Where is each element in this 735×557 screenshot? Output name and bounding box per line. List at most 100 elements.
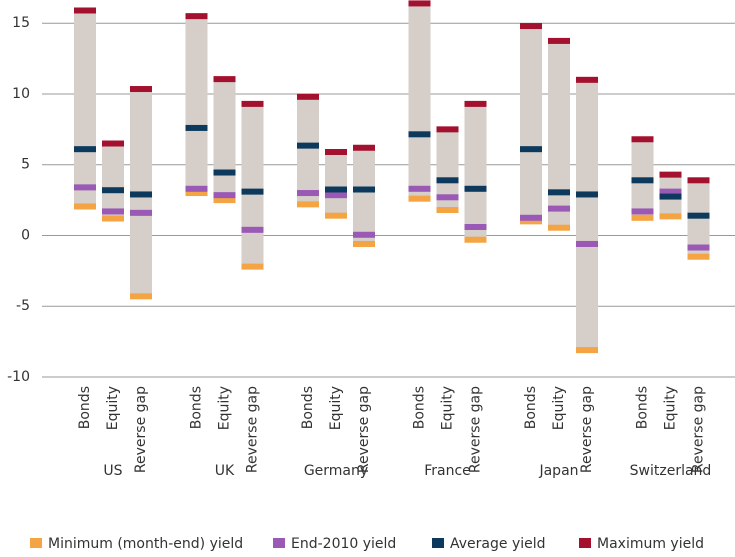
marker	[464, 185, 487, 192]
marker	[213, 76, 236, 83]
marker	[102, 187, 124, 194]
marker	[464, 236, 487, 243]
marker	[130, 191, 152, 198]
y-tick-label: 0	[21, 227, 30, 243]
range-bar	[102, 143, 124, 219]
legend-label: End-2010 yield	[291, 536, 396, 552]
x-tick-label: Reverse gap	[468, 386, 484, 473]
marker	[631, 136, 654, 143]
marker	[464, 100, 487, 107]
legend-swatch	[273, 538, 285, 548]
marker	[297, 190, 319, 197]
legend-label: Average yield	[450, 536, 546, 552]
legend-swatch	[432, 538, 444, 548]
marker	[659, 193, 682, 200]
marker	[325, 212, 347, 219]
marker	[659, 213, 682, 220]
range-bar	[464, 103, 487, 240]
group-label: Switzerland	[630, 463, 712, 479]
marker	[353, 186, 375, 193]
marker	[102, 215, 124, 222]
x-tick-label: Bonds	[77, 386, 93, 429]
marker	[576, 347, 598, 354]
group-label: UK	[215, 463, 235, 479]
marker	[464, 224, 487, 230]
marker	[325, 192, 347, 199]
range-bar	[297, 96, 319, 205]
marker	[130, 209, 152, 216]
marker	[408, 195, 431, 202]
marker	[241, 226, 264, 233]
range-bar	[520, 26, 542, 222]
marker	[325, 149, 347, 155]
marker	[353, 144, 375, 151]
marker	[130, 86, 152, 93]
marker	[74, 146, 96, 153]
range-bar	[576, 79, 598, 351]
marker	[436, 194, 459, 201]
marker	[548, 224, 570, 231]
marker	[408, 185, 431, 192]
range-bar	[325, 152, 347, 216]
legend-swatch	[579, 538, 591, 548]
x-tick-label: Bonds	[300, 386, 316, 429]
marker	[74, 184, 96, 191]
marker	[185, 13, 208, 20]
y-tick-label: 15	[12, 15, 30, 31]
marker	[102, 140, 124, 147]
legend-swatch	[30, 538, 42, 548]
x-tick-label: Reverse gap	[356, 386, 372, 473]
y-tick-label: 10	[12, 86, 30, 102]
marker	[185, 190, 208, 197]
legend-label: Maximum yield	[597, 536, 704, 552]
marker	[241, 263, 264, 270]
range-bar	[74, 10, 96, 207]
marker	[687, 177, 710, 184]
marker	[353, 240, 375, 247]
range-bar	[185, 16, 208, 194]
range-bar	[241, 103, 264, 267]
marker	[576, 76, 598, 83]
marker	[631, 208, 654, 215]
range-bar	[408, 3, 431, 199]
marker	[241, 188, 264, 195]
marker	[241, 100, 264, 107]
marker	[102, 208, 124, 215]
x-tick-label: Reverse gap	[133, 386, 149, 473]
marker	[659, 188, 682, 195]
marker	[436, 126, 459, 133]
marker	[213, 197, 236, 204]
marker	[297, 201, 319, 208]
marker	[687, 244, 710, 251]
marker	[436, 177, 459, 184]
group-label: US	[103, 463, 122, 479]
x-tick-label: Reverse gap	[245, 386, 261, 473]
y-tick-label: 5	[21, 157, 30, 173]
marker	[185, 124, 208, 131]
range-bar	[213, 79, 236, 201]
x-tick-label: Equity	[217, 386, 233, 430]
x-tick-label: Bonds	[189, 386, 205, 429]
y-tick-label: -5	[16, 298, 30, 314]
marker	[297, 93, 319, 100]
marker	[687, 253, 710, 260]
x-tick-label: Reverse gap	[691, 386, 707, 473]
range-bar	[436, 129, 459, 211]
group-label: France	[424, 463, 471, 479]
x-tick-label: Equity	[328, 386, 344, 430]
group-label: Japan	[538, 463, 578, 479]
x-tick-label: Equity	[551, 386, 567, 430]
marker	[74, 203, 96, 210]
marker	[548, 205, 570, 212]
range-bar	[353, 147, 375, 244]
marker	[520, 146, 542, 153]
marker	[408, 131, 431, 138]
legend-label: Minimum (month-end) yield	[48, 536, 243, 552]
x-tick-label: Bonds	[523, 386, 539, 429]
marker	[130, 293, 152, 300]
x-tick-label: Equity	[440, 386, 456, 430]
marker	[548, 37, 570, 44]
marker	[325, 186, 347, 193]
marker	[520, 218, 542, 225]
